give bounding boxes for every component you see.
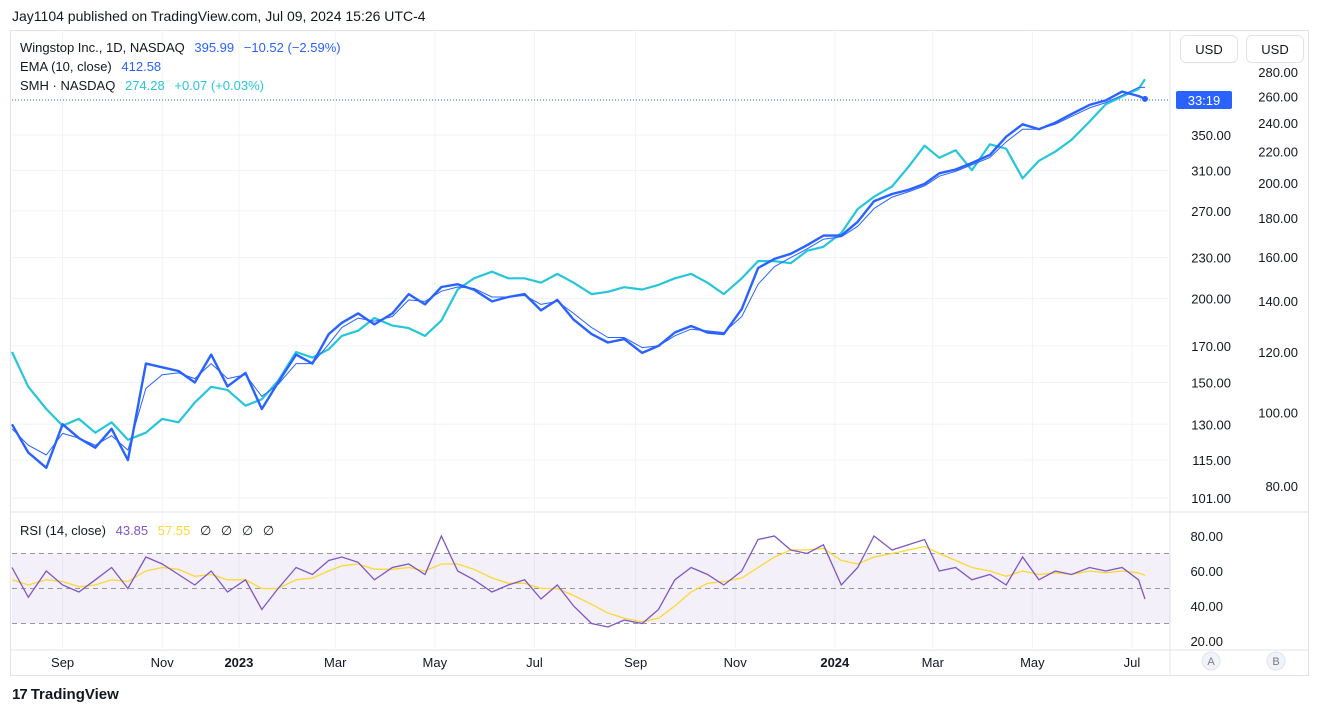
price-axis-right-tick: 180.00 — [1258, 211, 1298, 226]
price-axis-right-tick: 220.00 — [1258, 145, 1298, 160]
time-axis-tick: Mar — [922, 655, 945, 670]
tradingview-logo-mark: 17 — [12, 686, 28, 703]
time-axis-tick: Jul — [526, 655, 543, 670]
scale-a-button-label: A — [1207, 656, 1215, 668]
price-axis-left-tick: 101.00 — [1191, 491, 1231, 506]
time-axis-tick: Jul — [1124, 655, 1141, 670]
legend-rsi-ma: 57.55 — [157, 523, 191, 538]
legend-main-price: 395.99 — [194, 40, 235, 55]
smh-line — [11, 78, 1146, 441]
legend-main-change: −10.52 (−2.59%) — [243, 40, 341, 55]
time-axis-tick: Mar — [324, 655, 347, 670]
price-axis-right-tick: 260.00 — [1258, 89, 1298, 104]
price-axis-left-tick: 200.00 — [1191, 291, 1231, 306]
price-axis-left-tick: 270.00 — [1191, 204, 1231, 219]
chart-frame — [10, 30, 1309, 676]
publish-info: Jay1104 published on TradingView.com, Ju… — [12, 8, 426, 24]
time-axis-tick: 2024 — [820, 655, 850, 670]
legend-rsi[interactable]: RSI (14, close) 43.85 57.55 ∅ ∅ ∅ ∅ — [20, 523, 280, 539]
price-axis-left-tick: 230.00 — [1191, 251, 1231, 266]
countdown-badge — [1176, 91, 1232, 109]
legend-ema-name: EMA (10, close) — [20, 59, 112, 74]
legend-rsi-name: RSI (14, close) — [20, 523, 106, 538]
last-price-dot — [1142, 95, 1148, 102]
legend-main[interactable]: Wingstop Inc., 1D, NASDAQ 395.99 −10.52 … — [20, 40, 347, 55]
price-axis-left-tick: 310.00 — [1191, 163, 1231, 178]
legend-compare-name: SMH · NASDAQ — [20, 78, 116, 93]
legend-rsi-extra: ∅ — [199, 523, 212, 538]
price-axis-right-tick: 240.00 — [1258, 116, 1298, 131]
rsi-axis-tick: 20.00 — [1190, 634, 1223, 649]
price-axis-right-tick: 200.00 — [1258, 176, 1298, 191]
time-axis-tick: May — [423, 655, 448, 670]
time-axis-tick: 2023 — [224, 655, 253, 670]
tradingview-logo[interactable]: 17 TradingView — [12, 686, 119, 703]
rsi-axis-tick: 80.00 — [1190, 529, 1223, 544]
price-axis-left-tick: 130.00 — [1191, 417, 1231, 432]
legend-rsi-extra: ∅ — [220, 523, 233, 538]
time-axis-tick: Nov — [151, 655, 175, 670]
price-axis-right-tick: 80.00 — [1265, 479, 1298, 494]
countdown-label: 33:19 — [1188, 93, 1221, 108]
time-axis-tick: May — [1020, 655, 1045, 670]
scale-a-button[interactable] — [1201, 651, 1221, 671]
legend-ema[interactable]: EMA (10, close) 412.58 — [20, 59, 167, 74]
scale-b-button-label: B — [1272, 656, 1279, 668]
price-axis-right-tick: 120.00 — [1258, 345, 1298, 360]
legend-ema-value: 412.58 — [121, 59, 162, 74]
legend-main-name: Wingstop Inc., 1D, NASDAQ — [20, 40, 185, 55]
time-axis-tick: Sep — [624, 655, 647, 670]
price-axis-right-tick: 160.00 — [1258, 250, 1298, 265]
currency-right-button[interactable]: USD — [1246, 35, 1304, 63]
legend-compare[interactable]: SMH · NASDAQ 274.28 +0.07 (+0.03%) — [20, 78, 270, 93]
rsi-ma-line — [11, 545, 1146, 623]
ema-line — [11, 86, 1145, 456]
rsi-axis-tick: 60.00 — [1190, 564, 1223, 579]
price-axis-left-tick: 150.00 — [1191, 375, 1231, 390]
legend-compare-price: 274.28 — [124, 78, 165, 93]
time-axis-tick: Sep — [51, 655, 74, 670]
scale-b-button[interactable] — [1266, 651, 1286, 671]
legend-rsi-extra: ∅ — [241, 523, 254, 538]
wingstop-line — [10, 90, 1146, 469]
price-axis-right-tick: 280.00 — [1258, 65, 1298, 80]
legend-rsi-value: 43.85 — [115, 523, 149, 538]
legend-rsi-extra: ∅ — [262, 523, 275, 538]
price-axis-right-tick: 140.00 — [1258, 294, 1298, 309]
time-axis-tick: Nov — [724, 655, 748, 670]
tradingview-brand: TradingView — [30, 686, 119, 703]
currency-left-button[interactable]: USD — [1180, 35, 1238, 63]
price-axis-left-tick: 350.00 — [1191, 128, 1231, 143]
rsi-line — [11, 534, 1146, 628]
legend-compare-change: +0.07 (+0.03%) — [174, 78, 264, 93]
price-axis-left-tick: 170.00 — [1191, 339, 1231, 354]
price-axis-left-tick: 115.00 — [1192, 453, 1231, 468]
price-axis-right-tick: 100.00 — [1258, 405, 1298, 420]
rsi-axis-tick: 40.00 — [1190, 599, 1223, 614]
